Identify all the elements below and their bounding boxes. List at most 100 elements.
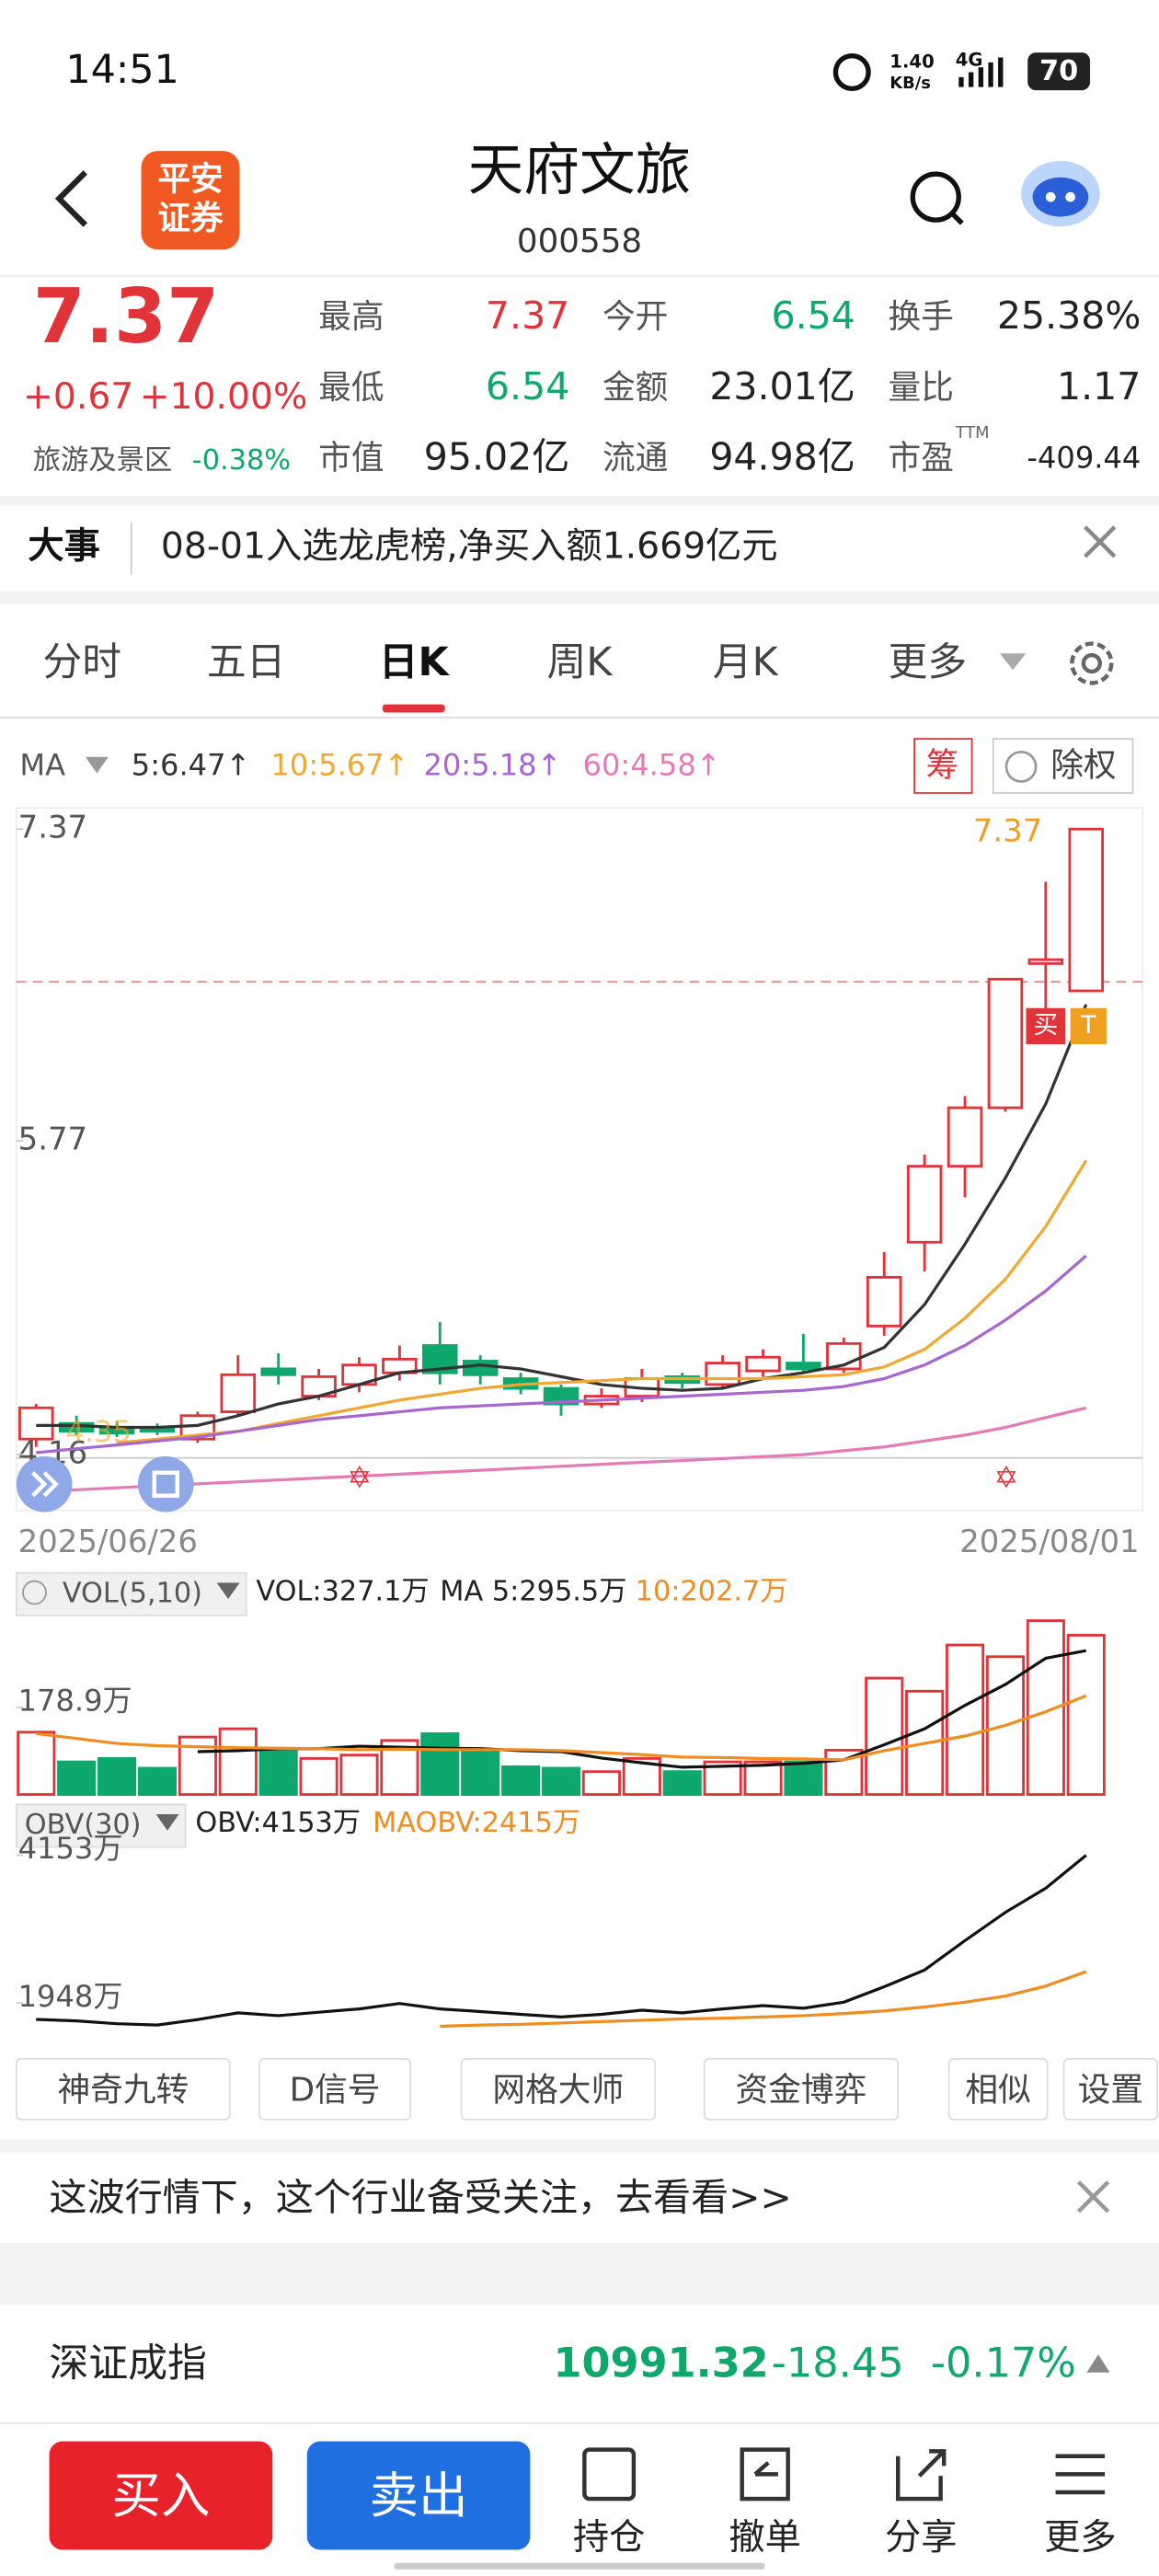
chip-label: 筹 (926, 746, 959, 784)
line-series (197, 1649, 1087, 1769)
candle-body (987, 977, 1024, 1110)
low-annotation: 4.35 (65, 1414, 132, 1449)
volume-bar (461, 1748, 500, 1796)
candle-body (1027, 958, 1064, 965)
legend-entry: 5:6.47↑ (132, 747, 251, 782)
indicator-title: VOL(5,10) (63, 1577, 202, 1609)
index-change-pct: -0.17% (931, 2340, 1076, 2387)
action-label[interactable]: 持仓 (573, 2517, 646, 2559)
tab-indicator (382, 704, 445, 713)
stock-name: 天府文旅 (468, 139, 692, 203)
speed: 1.40 (889, 51, 934, 72)
tool-button[interactable] (1062, 2057, 1159, 2121)
battery (1027, 52, 1091, 91)
cancel-icon[interactable] (740, 2447, 790, 2501)
volume-bar (1066, 1633, 1106, 1796)
fullscreen-button[interactable] (137, 1455, 194, 1512)
legend-entry: 10:202.7万 (636, 1576, 788, 1608)
tab[interactable]: 更多 (889, 639, 968, 685)
line-series (36, 1004, 1088, 1430)
expand-button[interactable] (16, 1455, 73, 1512)
index-bar[interactable] (0, 2305, 1159, 2424)
candle-body (786, 1362, 821, 1371)
line-series (116, 1159, 1088, 1445)
logo-text: 平安 (157, 160, 223, 198)
back-button[interactable] (54, 170, 88, 227)
tab[interactable]: 分时 (42, 639, 121, 685)
price-annotation: 7.37 (973, 812, 1042, 848)
stat-label: 换手 (889, 298, 954, 336)
action-label[interactable]: 撤单 (729, 2517, 801, 2559)
y-tick-label: 1948万 (18, 1979, 123, 2014)
price: 7.37 (33, 273, 220, 361)
tab[interactable]: 月K (713, 639, 779, 685)
buy-button[interactable] (49, 2441, 273, 2550)
candle-body (543, 1386, 580, 1406)
y-tick-label: 178.9万 (18, 1683, 132, 1718)
home-indicator (394, 2562, 765, 2570)
network: 4G (956, 50, 983, 71)
volume-bar (743, 1760, 783, 1796)
action-label[interactable]: 更多 (1044, 2517, 1117, 2559)
divider (0, 2242, 1159, 2309)
adjust-button[interactable] (992, 738, 1134, 794)
indicator-select[interactable] (15, 1803, 187, 1848)
expand-icon[interactable] (1086, 2354, 1110, 2373)
t-signal-label: T (1080, 1011, 1096, 1040)
tool-label: 设置 (1078, 2072, 1143, 2110)
more-icon[interactable] (1055, 2454, 1106, 2495)
tab[interactable]: 五日 (207, 639, 286, 685)
event-marker[interactable]: ✡ (994, 1460, 1019, 1495)
buy-label: 买入 (111, 2467, 210, 2524)
search-button[interactable] (910, 171, 964, 225)
candle-body (705, 1362, 740, 1386)
battery-level: 70 (1039, 55, 1078, 87)
dropdown-icon (85, 756, 109, 774)
y-tick-label: 4153万 (18, 1831, 123, 1866)
indicator-select[interactable] (15, 1571, 247, 1616)
volume-bar (137, 1766, 178, 1796)
tool-button[interactable] (15, 2057, 231, 2121)
tool-button[interactable] (258, 2057, 412, 2121)
change-pct: +10.00% (140, 376, 308, 418)
positions-icon[interactable] (582, 2447, 637, 2501)
volume-bar (501, 1765, 541, 1796)
tool-button[interactable] (947, 2057, 1049, 2121)
tab[interactable]: 周K (547, 639, 614, 685)
legend-entry: 60:4.58↑ (583, 747, 721, 782)
candle-body (866, 1275, 902, 1328)
tab[interactable]: 日K (379, 639, 451, 685)
event-marker[interactable]: ✡ (347, 1460, 372, 1495)
legend-entry: OBV:4153万 (195, 1807, 361, 1839)
divider (0, 495, 1159, 506)
settings-button[interactable] (1070, 641, 1114, 685)
assistant-icon[interactable] (1021, 160, 1100, 227)
tool-label: D信号 (290, 2072, 381, 2110)
banner[interactable]: 这波行情下，这个行业备受关注，去看看>> (50, 2175, 792, 2219)
news-text[interactable]: 08-01入选龙虎榜,净买入额1.669亿元 (161, 526, 778, 568)
time: 14:51 (65, 47, 178, 93)
divider (0, 591, 1159, 604)
tool-button[interactable] (460, 2057, 656, 2121)
volume-bar (258, 1750, 298, 1796)
volume-bar (1026, 1619, 1065, 1796)
volume-bar (865, 1676, 904, 1796)
legend-entry: MAOBV:2415万 (373, 1807, 580, 1839)
share-icon[interactable] (896, 2449, 947, 2501)
action-label[interactable]: 分享 (885, 2517, 958, 2559)
y-tick-label: 7.37 (18, 810, 87, 845)
x-tick-label: 2025/06/26 (18, 1524, 198, 1559)
sell-button[interactable] (306, 2441, 531, 2550)
news-tag: 大事 (28, 526, 100, 568)
stat-value: -409.44 (1027, 441, 1141, 476)
volume-bar (218, 1727, 258, 1796)
sector: 旅游及景区 (33, 444, 173, 477)
stat-value: 94.98亿 (709, 435, 855, 479)
chip-button[interactable] (913, 738, 973, 794)
legend-entry: VOL:327.1万 (256, 1576, 429, 1608)
ttm: TTM (955, 423, 990, 443)
close-banner[interactable] (1076, 2180, 1110, 2214)
tool-button[interactable] (703, 2057, 900, 2121)
logo (141, 151, 240, 250)
close-news[interactable] (1084, 525, 1117, 558)
